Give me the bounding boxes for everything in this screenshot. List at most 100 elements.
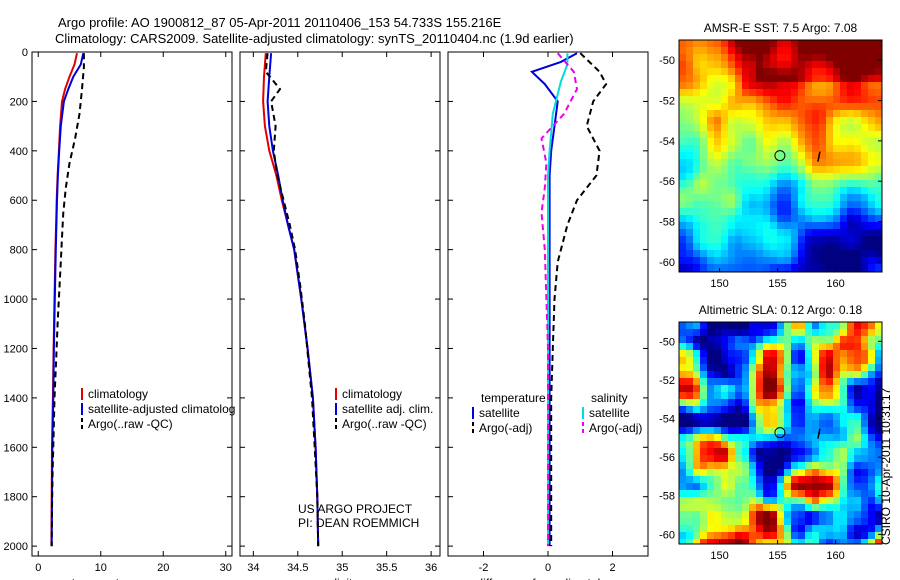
heatmap-cell (735, 532, 743, 540)
heatmap-cell (742, 47, 750, 55)
heatmap-cell (693, 406, 701, 414)
heatmap-cell (714, 54, 722, 62)
heatmap-cell (686, 378, 694, 386)
heatmap-cell (700, 539, 708, 545)
heatmap-cell (756, 103, 764, 111)
heatmap-cell (735, 89, 743, 97)
heatmap-cell (812, 194, 820, 202)
heatmap-cell (840, 47, 848, 55)
series-line-satellite-adjusted-climatolog (50, 52, 85, 547)
heatmap-cell (679, 476, 687, 484)
heatmap-cell (763, 89, 771, 97)
heatmap-cell (833, 406, 841, 414)
heatmap-cell (847, 350, 855, 358)
heatmap-cell (770, 166, 778, 174)
heatmap-cell (777, 532, 785, 540)
heatmap-cell (728, 385, 736, 393)
heatmap-cell (714, 462, 722, 470)
heatmap-cell (861, 532, 869, 540)
heatmap-cell (714, 329, 722, 337)
heatmap-cell (819, 145, 827, 153)
heatmap-cell (833, 413, 841, 421)
heatmap-cell (861, 180, 869, 188)
heatmap-cell (833, 469, 841, 477)
heatmap-cell (735, 364, 743, 372)
heatmap-cell (784, 385, 792, 393)
heatmap-cell (742, 385, 750, 393)
heatmap-cell (805, 329, 813, 337)
heatmap-cell (826, 89, 834, 97)
heatmap-cell (819, 264, 827, 272)
heatmap-cell (875, 532, 883, 540)
heatmap-cell (721, 40, 729, 48)
heatmap-cell (826, 187, 834, 195)
heatmap-cell (826, 462, 834, 470)
heatmap-cell (770, 201, 778, 209)
heatmap-cell (777, 441, 785, 449)
heatmap-cell (700, 469, 708, 477)
heatmap-cell (749, 222, 757, 230)
x-tick-label: 150 (710, 278, 728, 290)
heatmap-cell (763, 187, 771, 195)
heatmap-cell (686, 180, 694, 188)
heatmap-cell (847, 89, 855, 97)
heatmap-cell (735, 511, 743, 519)
heatmap-cell (833, 511, 841, 519)
heatmap-cell (742, 138, 750, 146)
heatmap-cell (700, 54, 708, 62)
heatmap-cell (735, 329, 743, 337)
heatmap-cell (812, 250, 820, 258)
heatmap-cell (875, 208, 883, 216)
heatmap-cell (728, 497, 736, 505)
heatmap-cell (693, 187, 701, 195)
heatmap-cell (728, 264, 736, 272)
heatmap-cell (812, 145, 820, 153)
heatmap-cell (735, 413, 743, 421)
heatmap-cell (791, 469, 799, 477)
heatmap-cell (777, 462, 785, 470)
heatmap-cell (854, 257, 862, 265)
header-line-1: Argo profile: AO 1900812_87 05-Apr-2011 … (58, 15, 502, 30)
panel-frame (31, 51, 233, 557)
y-tick-label: 200 (10, 96, 28, 108)
heatmap-cell (847, 145, 855, 153)
heatmap-cell (714, 371, 722, 379)
heatmap-cell (854, 385, 862, 393)
heatmap-cell (714, 357, 722, 365)
heatmap-cell (791, 264, 799, 272)
heatmap-cell (854, 329, 862, 337)
heatmap-cell (742, 434, 750, 442)
heatmap-cell (784, 124, 792, 132)
heatmap-cell (826, 322, 834, 330)
heatmap-cell (798, 476, 806, 484)
heatmap-cell (756, 469, 764, 477)
heatmap-cell (868, 357, 876, 365)
heatmap-cell (679, 448, 687, 456)
heatmap-cell (861, 399, 869, 407)
heatmap-cell (791, 532, 799, 540)
heatmap-cell (700, 173, 708, 181)
heatmap-cell (784, 413, 792, 421)
heatmap-cell (784, 469, 792, 477)
heatmap-cell (833, 476, 841, 484)
heatmap-cell (791, 336, 799, 344)
heatmap-cell (763, 68, 771, 76)
heatmap-cell (679, 117, 687, 125)
heatmap-cell (784, 378, 792, 386)
heatmap-cell (707, 138, 715, 146)
heatmap-cell (777, 131, 785, 139)
heatmap-cell (819, 336, 827, 344)
heatmap-cell (819, 82, 827, 90)
heatmap-cell (693, 455, 701, 463)
heatmap-cell (791, 490, 799, 498)
heatmap-cell (693, 399, 701, 407)
heatmap-cell (728, 215, 736, 223)
heatmap-cell (693, 448, 701, 456)
heatmap-cell (763, 413, 771, 421)
heatmap-cell (749, 455, 757, 463)
heatmap-cell (763, 378, 771, 386)
heatmap-cell (833, 180, 841, 188)
heatmap-cell (749, 180, 757, 188)
heatmap-cell (847, 518, 855, 526)
heatmap-cell (749, 518, 757, 526)
